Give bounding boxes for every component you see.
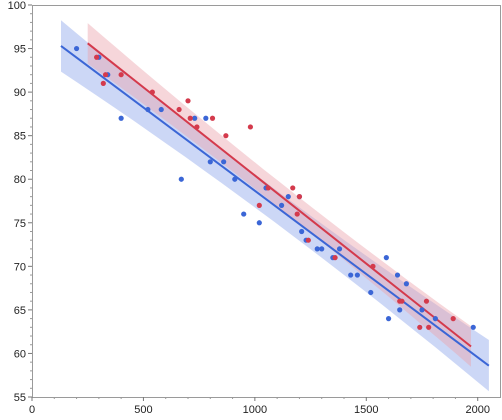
data-point-s1-29 [385, 316, 392, 322]
data-point-s1-17 [285, 194, 291, 200]
data-point-s1-7 [178, 176, 184, 182]
data-point-s1-12 [232, 176, 238, 182]
data-point-s1-27 [368, 289, 374, 296]
data-point-s1-5 [145, 106, 151, 113]
y-tick-label-90: 90 [14, 87, 26, 99]
y-tick-label-100: 100 [8, 0, 26, 12]
data-point-s1-10 [207, 159, 213, 165]
data-point-s1-19 [299, 228, 305, 235]
data-point-s2-18 [305, 237, 311, 243]
x-tick-label-1500: 1500 [354, 404, 378, 416]
y-tick-label-95: 95 [14, 44, 26, 56]
y-tick-label-60: 60 [14, 348, 26, 360]
data-point-s1-16 [279, 202, 285, 208]
data-point-s1-35 [470, 324, 476, 330]
y-tick-label-55: 55 [14, 392, 26, 404]
data-point-s2-9 [194, 124, 200, 130]
data-point-s2-14 [265, 185, 271, 191]
data-point-s1-25 [348, 272, 354, 278]
fit-line-1 [60, 45, 490, 367]
data-point-s2-11 [223, 133, 229, 139]
data-point-s2-8 [187, 115, 193, 121]
data-point-s2-1 [94, 54, 100, 60]
data-point-s2-19 [332, 255, 338, 261]
data-point-s1-34 [432, 316, 438, 322]
data-point-s1-33 [419, 307, 425, 313]
data-point-s1-28 [383, 255, 389, 261]
data-points [73, 45, 476, 330]
y-tick-label-75: 75 [14, 218, 26, 230]
data-point-s2-26 [450, 316, 456, 322]
data-point-s2-15 [290, 185, 296, 191]
data-point-s2-7 [185, 98, 191, 104]
data-point-s2-22 [399, 298, 405, 304]
x-axis: 0 500 1000 1500 2000 [29, 397, 490, 416]
x-tick-label-1000: 1000 [243, 404, 267, 416]
data-point-s1-14 [256, 220, 262, 226]
data-point-s2-13 [256, 202, 262, 208]
data-point-s1-24 [336, 246, 343, 252]
x-tick-label-0: 0 [29, 404, 35, 416]
data-point-s2-24 [423, 298, 430, 304]
y-tick-label-70: 70 [14, 261, 26, 273]
y-tick-label-65: 65 [14, 305, 26, 317]
data-point-s2-25 [426, 324, 432, 330]
data-point-s1-21 [314, 246, 320, 252]
data-point-s2-20 [370, 263, 376, 269]
data-point-s2-3 [102, 72, 109, 78]
data-point-s1-13 [241, 211, 247, 217]
plot-area [32, 5, 501, 398]
data-point-s1-11 [221, 159, 227, 165]
data-point-s2-4 [118, 72, 124, 78]
data-point-s1-6 [158, 106, 164, 113]
data-point-s2-23 [417, 324, 423, 330]
data-point-s2-17 [296, 194, 303, 200]
data-point-s1-8 [192, 115, 198, 121]
y-tick-label-80: 80 [14, 174, 26, 186]
data-point-s1-1 [73, 45, 80, 52]
x-tick-label-2000: 2000 [465, 404, 489, 416]
data-point-s1-26 [354, 272, 360, 278]
y-axis: 55 60 65 70 75 80 85 90 95 100 [8, 0, 32, 404]
data-point-s2-12 [247, 124, 253, 130]
y-tick-label-85: 85 [14, 131, 26, 143]
data-point-s2-6 [176, 106, 182, 113]
data-point-s2-2 [100, 80, 106, 86]
data-point-s1-4 [118, 115, 124, 121]
data-point-s1-31 [397, 307, 403, 313]
data-point-s1-22 [319, 246, 325, 252]
x-tick-label-500: 500 [134, 404, 152, 416]
data-point-s2-10 [209, 115, 216, 121]
data-point-s2-5 [149, 89, 155, 95]
data-point-s1-32 [403, 281, 409, 287]
data-point-s1-9 [203, 115, 209, 121]
data-point-s1-30 [394, 272, 401, 278]
data-point-s2-16 [294, 211, 300, 217]
